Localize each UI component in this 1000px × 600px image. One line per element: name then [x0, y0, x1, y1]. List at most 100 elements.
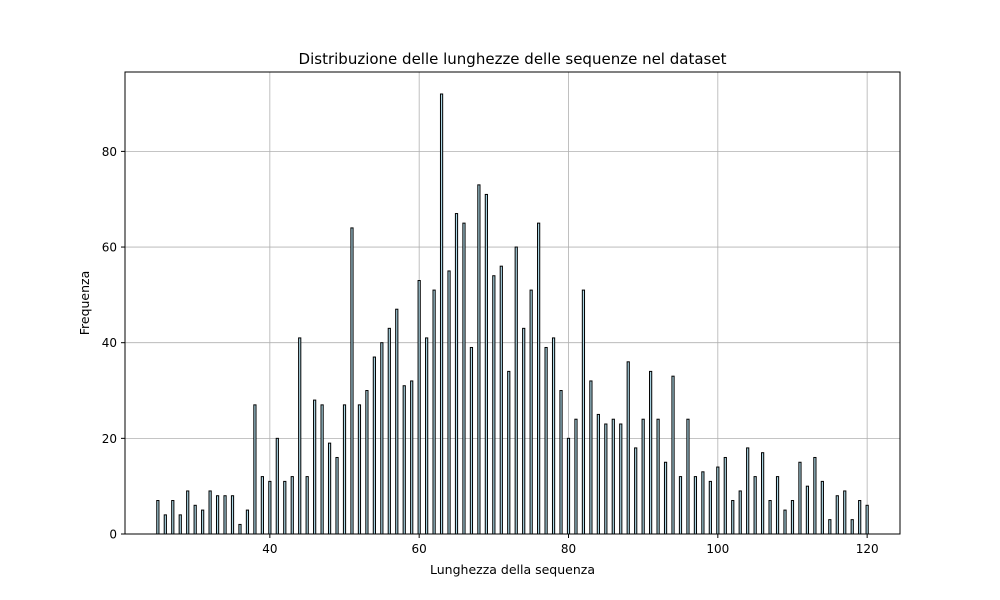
bar [163, 514, 167, 535]
bar [477, 184, 481, 535]
bar [537, 222, 541, 535]
bar [775, 476, 780, 535]
bar [350, 227, 354, 535]
y-tick-label: 60 [102, 241, 117, 255]
bar [357, 404, 362, 535]
bar [544, 346, 548, 535]
bar [238, 523, 242, 535]
bar [738, 490, 742, 535]
bar [828, 519, 832, 535]
x-tick-label: 120 [856, 542, 879, 556]
bar [320, 404, 324, 535]
y-tick-label: 0 [109, 528, 117, 542]
bar [283, 480, 287, 535]
bar [716, 466, 720, 535]
bar [425, 337, 429, 535]
bar [208, 490, 212, 535]
x-tick-label: 40 [262, 542, 277, 556]
bar [820, 480, 824, 535]
bar [223, 495, 227, 535]
bar [723, 456, 727, 535]
bar [805, 485, 810, 535]
bar [858, 500, 862, 535]
bar [402, 385, 406, 535]
bar [813, 456, 817, 535]
bar [260, 476, 264, 535]
bar [230, 495, 235, 535]
bar [342, 404, 347, 535]
bar [708, 480, 712, 535]
bar [522, 327, 526, 535]
bar [678, 476, 683, 535]
bar [865, 504, 869, 535]
bar [783, 509, 787, 535]
bar [686, 418, 690, 535]
bar [641, 418, 645, 535]
bar [753, 476, 757, 535]
bar [843, 490, 847, 535]
bar [514, 246, 518, 535]
bar [671, 375, 675, 535]
bar [178, 514, 182, 535]
bar [432, 289, 436, 535]
bar [439, 93, 444, 535]
y-axis-label: Frequenza [77, 271, 92, 336]
bar [574, 418, 578, 535]
bar [835, 495, 839, 535]
bar [581, 289, 586, 535]
bar [693, 476, 698, 535]
bar [245, 509, 250, 535]
y-tick-label: 40 [102, 336, 117, 350]
bar [507, 370, 511, 535]
bar [417, 280, 421, 535]
x-tick-label: 60 [412, 542, 427, 556]
bar [850, 519, 854, 535]
x-tick-label: 100 [706, 542, 729, 556]
bar [372, 356, 376, 535]
bar [215, 495, 220, 535]
bar [387, 327, 391, 535]
x-axis-label: Lunghezza della sequenza [430, 562, 595, 577]
bar [492, 275, 496, 535]
bar [551, 337, 556, 535]
bar [649, 370, 653, 535]
bar [559, 390, 563, 535]
bar [327, 442, 332, 535]
bar [201, 509, 205, 535]
y-tick-label: 20 [102, 432, 117, 446]
bar [268, 480, 272, 535]
y-tick-label: 80 [102, 145, 117, 159]
chart-title: Distribuzione delle lunghezze delle sequ… [299, 50, 727, 68]
bar [275, 437, 279, 535]
bar [462, 222, 466, 535]
bar [410, 380, 414, 535]
bar [447, 270, 451, 535]
bar [626, 361, 630, 535]
bar [634, 447, 638, 535]
bar [380, 342, 384, 535]
bar [611, 418, 615, 535]
bar [663, 461, 668, 535]
bar [596, 413, 600, 535]
bar [701, 471, 705, 535]
bar [313, 399, 317, 535]
bar [746, 447, 750, 535]
bar [656, 418, 660, 535]
bar [790, 500, 795, 535]
bar [731, 500, 735, 535]
bar [589, 380, 593, 535]
bar [186, 490, 190, 535]
bar [305, 476, 309, 535]
bar [395, 308, 399, 535]
bar [566, 437, 571, 535]
bar [499, 265, 503, 535]
bar [290, 476, 294, 535]
bar [484, 193, 488, 535]
bar [253, 404, 257, 535]
x-tick-label: 80 [561, 542, 576, 556]
bar [156, 500, 160, 535]
bar [798, 461, 802, 535]
bar [619, 423, 623, 535]
bar [171, 500, 175, 535]
